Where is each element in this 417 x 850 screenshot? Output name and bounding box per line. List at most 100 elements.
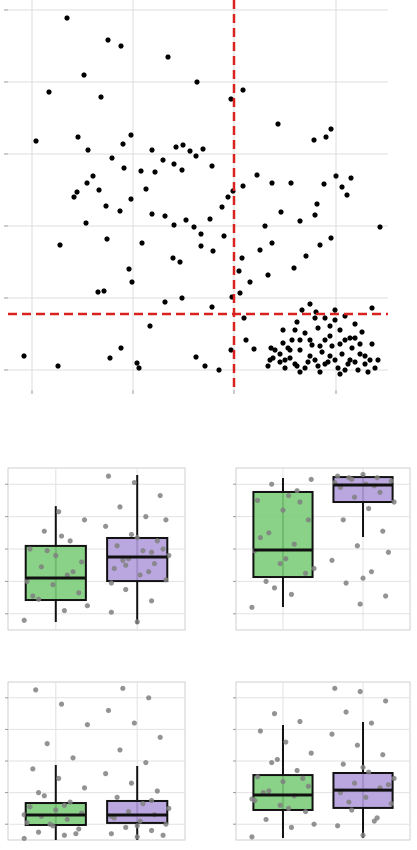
jitter-point	[383, 593, 389, 599]
jitter-point	[134, 834, 140, 840]
point	[321, 181, 327, 187]
point	[107, 355, 113, 361]
point	[173, 144, 179, 150]
point	[347, 357, 353, 363]
point	[327, 333, 333, 339]
jitter-point	[368, 720, 375, 726]
point	[210, 248, 216, 254]
jitter-point	[67, 538, 73, 544]
jitter-point	[41, 528, 47, 534]
point	[315, 363, 321, 369]
point	[128, 132, 134, 138]
jitter-point	[360, 764, 366, 770]
point	[344, 192, 350, 198]
jitter-point	[391, 499, 397, 505]
jitter-point	[329, 557, 335, 563]
jitter-point	[346, 475, 352, 481]
point	[221, 233, 227, 239]
jitter-point	[21, 812, 27, 818]
point	[292, 361, 298, 367]
point	[251, 346, 257, 352]
point	[329, 343, 335, 349]
jitter-point	[148, 797, 155, 804]
point	[357, 351, 363, 357]
jitter-point	[388, 478, 394, 484]
jitter-point	[146, 569, 152, 575]
jitter-point	[128, 531, 135, 538]
point	[225, 194, 231, 200]
jitter-point	[58, 701, 65, 707]
jitter-point	[266, 530, 272, 536]
jitter-point	[297, 718, 303, 725]
point	[292, 327, 298, 333]
point	[57, 242, 63, 248]
point	[170, 255, 176, 261]
jitter-point	[128, 780, 135, 786]
point	[317, 369, 323, 375]
jitter-point	[41, 793, 47, 799]
point	[332, 357, 338, 363]
jitter-point	[329, 731, 335, 737]
point	[143, 186, 149, 192]
point	[228, 347, 234, 353]
jitter-point	[305, 517, 311, 523]
jitter-point	[103, 771, 109, 777]
jitter-point	[360, 832, 366, 838]
jitter-point	[249, 796, 255, 802]
jitter-point	[357, 688, 363, 695]
point	[309, 342, 315, 348]
point	[179, 295, 185, 301]
jitter-point	[47, 821, 53, 827]
point	[357, 341, 363, 347]
point	[126, 266, 132, 272]
point	[228, 96, 234, 102]
point	[95, 289, 101, 295]
jitter-point	[368, 569, 375, 575]
jitter-point	[277, 802, 283, 808]
point	[277, 351, 283, 357]
point	[33, 138, 39, 144]
jitter-point	[257, 728, 263, 734]
jitter-point	[249, 834, 255, 840]
point	[134, 360, 140, 366]
jitter-point	[148, 549, 155, 555]
point	[162, 213, 168, 219]
point	[183, 217, 189, 223]
jitter-point	[79, 559, 85, 565]
point	[202, 363, 208, 369]
point	[377, 224, 383, 230]
point	[152, 169, 158, 175]
jitter-point	[385, 549, 392, 555]
jitter-point	[163, 821, 169, 827]
point	[272, 347, 278, 353]
jitter-point	[277, 560, 283, 567]
point	[200, 146, 206, 152]
point	[191, 224, 197, 230]
jitter-point	[280, 507, 286, 513]
jitter-point	[305, 783, 311, 789]
point	[177, 259, 183, 265]
point	[352, 321, 358, 327]
point	[241, 315, 247, 321]
jitter-point	[291, 541, 297, 547]
jitter-point	[286, 805, 292, 812]
point	[268, 345, 274, 351]
point	[64, 15, 70, 21]
point	[121, 165, 127, 171]
jitter-point	[271, 711, 278, 717]
point	[128, 196, 134, 202]
point	[237, 290, 243, 296]
point	[372, 365, 378, 371]
point	[149, 211, 155, 217]
point	[236, 268, 242, 274]
point	[367, 357, 373, 363]
point	[282, 357, 288, 363]
point	[269, 240, 275, 246]
point	[297, 337, 303, 343]
point	[312, 357, 318, 363]
jitter-point	[134, 823, 140, 829]
point	[262, 223, 268, 229]
jitter-point	[123, 562, 129, 568]
jitter-point	[56, 509, 62, 515]
point	[81, 72, 87, 78]
